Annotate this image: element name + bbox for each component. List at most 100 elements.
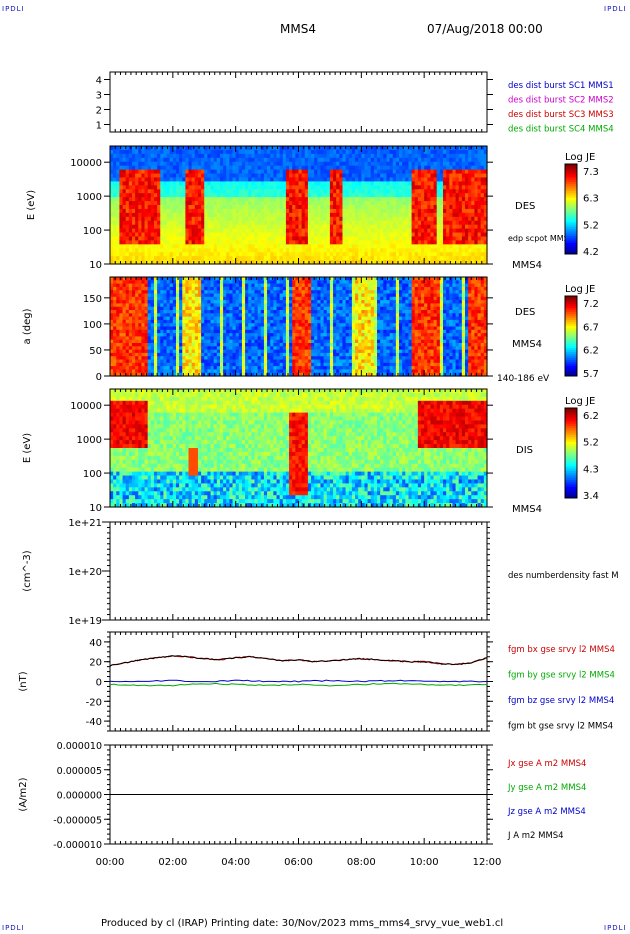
heat-cell (411, 157, 416, 163)
heat-cell (358, 212, 362, 218)
heat-cell (216, 193, 221, 198)
heat-cell (248, 177, 252, 182)
heat-cell (128, 212, 133, 218)
heat-cell (207, 252, 212, 257)
heat-cell (443, 189, 447, 194)
heat-cell (373, 220, 378, 226)
heat-cell (147, 149, 152, 155)
heat-cell (147, 336, 152, 341)
heat-cell (267, 173, 271, 179)
heat-cell (172, 336, 177, 341)
heat-cell (197, 248, 202, 253)
heat-cell (135, 323, 139, 328)
heat-cell (150, 248, 155, 253)
heat-cell (383, 228, 388, 234)
heat-cell (147, 349, 152, 354)
heat-cell (320, 205, 325, 210)
heat-cell (251, 149, 256, 155)
heat-cell (122, 169, 127, 175)
heat-cell (480, 236, 485, 241)
heat-cell (408, 181, 413, 186)
heat-cell (150, 157, 155, 163)
heat-cell (216, 290, 221, 295)
heat-cell (213, 205, 218, 210)
heat-cell (226, 201, 230, 206)
heat-cell (219, 293, 224, 298)
heat-cell (182, 359, 186, 364)
heat-cell (166, 349, 171, 354)
heat-cell (367, 197, 372, 202)
heat-cell (128, 319, 133, 324)
heat-cell (263, 201, 268, 206)
heat-cell (480, 149, 485, 155)
heat-cell (458, 185, 463, 190)
heat-cell (439, 201, 444, 206)
heat-cell (169, 372, 174, 377)
heat-cell (113, 366, 117, 370)
heat-cell (172, 277, 177, 281)
heat-cell (144, 256, 149, 261)
heat-cell (207, 248, 212, 253)
heat-cell (326, 201, 331, 206)
heat-cell (235, 205, 240, 210)
heat-cell (480, 212, 485, 218)
heat-cell (421, 193, 425, 198)
heat-cell (351, 149, 356, 155)
heat-cell (402, 181, 406, 186)
heat-cell (351, 236, 356, 241)
heat-cell (207, 349, 212, 354)
heat-cell (213, 189, 218, 194)
heat-cell (411, 197, 416, 202)
heat-cell (182, 277, 186, 281)
heat-cell (301, 181, 306, 186)
heat-cell (210, 359, 215, 364)
heat-cell (213, 244, 218, 249)
heat-cell (201, 296, 205, 301)
heat-cell (329, 161, 334, 167)
heat-cell (128, 165, 133, 171)
heat-cell (160, 346, 165, 351)
heat-cell (182, 303, 186, 308)
heat-cell (166, 329, 171, 334)
heat-cell (260, 232, 265, 238)
heat-cell (182, 286, 186, 291)
heat-cell (219, 296, 224, 301)
heat-cell (430, 220, 435, 226)
heat-cell (160, 310, 165, 314)
heat-cell (458, 208, 463, 214)
heat-cell (260, 161, 265, 167)
heat-cell (245, 161, 249, 167)
heat-cell (197, 149, 202, 155)
heat-cell (122, 303, 127, 308)
heat-cell (179, 319, 183, 324)
heat-cell (370, 232, 375, 238)
heat-cell (125, 286, 130, 291)
heat-cell (160, 293, 165, 298)
heat-cell (125, 216, 130, 222)
heat-cell (414, 232, 419, 238)
heat-cell (421, 248, 425, 253)
heat-cell (483, 252, 488, 257)
heat-cell (128, 306, 133, 311)
heat-cell (110, 326, 114, 331)
heat-cell (317, 189, 322, 194)
heat-cell (298, 232, 303, 238)
heat-cell (241, 189, 246, 194)
heat-cell (116, 224, 121, 230)
heat-cell (160, 232, 165, 238)
heat-cell (267, 146, 271, 151)
heat-cell (483, 216, 488, 222)
heat-cell (210, 369, 215, 374)
heat-cell (279, 212, 284, 218)
heat-cell (446, 236, 450, 241)
heat-cell (326, 177, 331, 182)
heat-cell (194, 336, 199, 341)
heat-cell (345, 189, 350, 194)
heat-cell (113, 208, 117, 214)
heat-cell (138, 296, 143, 301)
heat-cell (119, 343, 124, 347)
heat-cell (355, 153, 359, 159)
heat-cell (138, 216, 143, 222)
heat-cell (251, 208, 256, 214)
heat-cell (395, 240, 400, 245)
